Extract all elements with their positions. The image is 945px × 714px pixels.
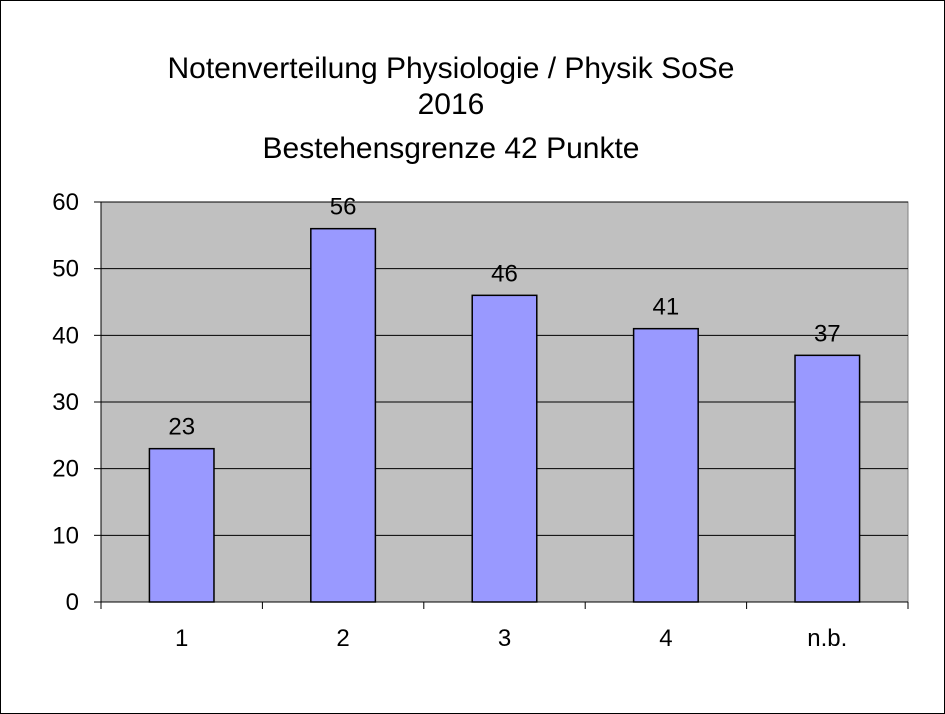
y-tick-label-0: 0 (66, 589, 79, 616)
gridlines (101, 201, 908, 536)
data-label-3: 46 (491, 260, 518, 287)
chart-title: Notenverteilung Physiologie / Physik SoS… (168, 52, 735, 165)
y-tick-label-60: 60 (52, 189, 79, 216)
y-tick-label-10: 10 (52, 522, 79, 549)
x-tick-label-3: 3 (498, 625, 511, 652)
chart-title-line-1: Notenverteilung Physiologie / Physik SoS… (168, 52, 735, 85)
bar-4 (632, 327, 699, 603)
data-label-4: 41 (653, 294, 680, 321)
bar-3 (471, 294, 538, 603)
x-tick-label-1: 1 (175, 625, 188, 652)
data-label-n.b.: 37 (814, 320, 841, 347)
data-labels: 23 56 46 41 37 (168, 194, 840, 441)
bar-n.b. (794, 354, 861, 603)
bar-1 (148, 447, 215, 603)
bar-2 (310, 227, 377, 603)
chart-title-line-3: Bestehensgrenze 42 Punkte (263, 132, 640, 165)
y-axis: 0 10 20 30 40 50 60 (52, 189, 102, 616)
y-tick-label-40: 40 (52, 322, 79, 349)
data-label-2: 56 (330, 194, 357, 221)
x-tick-label-4: 4 (659, 625, 672, 652)
data-label-1: 23 (168, 414, 195, 441)
y-tick-label-50: 50 (52, 256, 79, 283)
chart-title-line-2: 2016 (418, 88, 485, 121)
y-tick-label-30: 30 (52, 389, 79, 416)
x-tick-label-n.b.: n.b. (807, 625, 847, 652)
y-tick-label-20: 20 (52, 456, 79, 483)
x-tick-label-2: 2 (336, 625, 349, 652)
x-axis: 1 2 3 4 n.b. (100, 601, 909, 652)
bars (148, 227, 861, 603)
